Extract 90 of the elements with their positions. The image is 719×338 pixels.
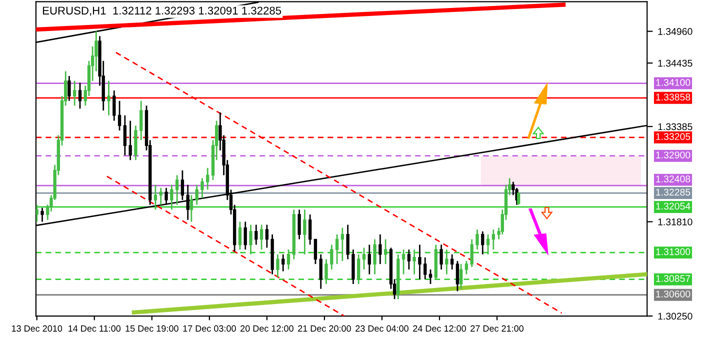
x-tick-label: 14 Dec 11:00 [68, 325, 121, 332]
candlestick [276, 254, 280, 278]
x-tick-label: 13 Dec 2010 [12, 325, 62, 332]
candlestick [244, 221, 247, 250]
candlestick [373, 238, 376, 276]
candlestick [260, 224, 264, 250]
ref-line-label: 1.32900 [656, 152, 690, 158]
candlestick [407, 248, 411, 270]
candlestick [107, 80, 110, 116]
ref-line-label: 1.30600 [656, 290, 690, 298]
candlestick [112, 90, 116, 122]
x-tick-label: 20 Dec 12:00 [240, 325, 294, 332]
candlestick [186, 184, 190, 221]
y-tick-label: 1.34435 [658, 60, 692, 67]
candlestick [402, 248, 406, 276]
candlestick [481, 230, 484, 256]
candlestick [492, 228, 495, 250]
candlestick [154, 184, 158, 210]
candlestick [319, 254, 322, 290]
candlestick [286, 248, 290, 270]
candlestick [330, 244, 334, 270]
candlestick [470, 238, 474, 268]
candlestick [412, 248, 416, 276]
y-tick-label: 1.33385 [658, 123, 692, 130]
y-tick-label: 1.30250 [658, 312, 692, 320]
candlestick [170, 184, 174, 210]
x-tick-label: 15 Dec 19:00 [126, 325, 178, 332]
candlestick [486, 234, 490, 256]
candlestick [195, 184, 198, 206]
ref-line-label: 1.31300 [656, 248, 690, 256]
candlestick [418, 244, 422, 280]
candlestick [206, 167, 210, 190]
candlestick [159, 187, 162, 206]
candlestick [73, 80, 76, 106]
x-tick-label: 23 Dec 04:00 [356, 325, 408, 332]
candlestick [200, 178, 204, 199]
chart-title: EURUSD,H1 1.32112 1.32293 1.32091 1.32285 [42, 6, 282, 16]
candlestick [464, 260, 468, 276]
candlestick [36, 204, 38, 222]
candlestick [357, 254, 360, 285]
candlestick [445, 248, 448, 276]
ref-line-label: 1.33205 [656, 133, 690, 140]
candlestick [362, 247, 366, 270]
candlestick [303, 208, 306, 256]
candlestick [335, 234, 339, 265]
candlestick [424, 256, 427, 280]
candlestick [456, 260, 460, 292]
candlestick [308, 214, 312, 246]
candlestick [346, 224, 350, 260]
candlestick [314, 238, 318, 265]
candlestick [68, 75, 71, 102]
ref-line-label: 1.30857 [656, 275, 690, 282]
candlestick [78, 82, 82, 110]
candlestick [123, 114, 127, 156]
candlestick [175, 174, 179, 206]
candlestick [282, 254, 285, 272]
candlestick [476, 228, 479, 250]
candlestick [164, 187, 168, 206]
candlestick [118, 100, 122, 132]
candlestick [140, 100, 143, 141]
candlestick [238, 221, 242, 250]
y-tick-label: 1.34960 [658, 28, 692, 35]
candlestick [368, 244, 371, 276]
candlestick [254, 224, 258, 246]
candlestick [516, 192, 520, 206]
candlestick [450, 254, 454, 270]
candlestick [324, 258, 328, 285]
ref-line-label: 1.32408 [656, 176, 690, 182]
y-tick-label: 1.31810 [658, 218, 692, 226]
candlestick [180, 170, 184, 201]
candlestick [40, 207, 44, 222]
candlestick [440, 244, 443, 270]
x-tick-label: 17 Dec 03:00 [183, 325, 236, 332]
candlestick [298, 208, 301, 240]
candlestick [384, 238, 388, 265]
ref-line-label: 1.32054 [656, 202, 690, 210]
ref-line-label: 1.33858 [656, 94, 690, 101]
candlestick [459, 263, 463, 290]
x-tick-label: 24 Dec 12:00 [413, 325, 466, 332]
ref-line-label: 1.32285 [656, 188, 690, 196]
x-tick-label: 21 Dec 20:00 [298, 325, 351, 332]
candlestick [190, 194, 194, 222]
candlestick [378, 234, 382, 265]
candlestick [340, 227, 344, 262]
ref-line-label: 1.34100 [656, 79, 690, 86]
x-tick-label: 27 Dec 21:00 [470, 325, 524, 332]
candlestick [249, 224, 252, 256]
candlestick [428, 268, 432, 285]
candlestick [128, 120, 132, 161]
candlestick [265, 224, 269, 248]
